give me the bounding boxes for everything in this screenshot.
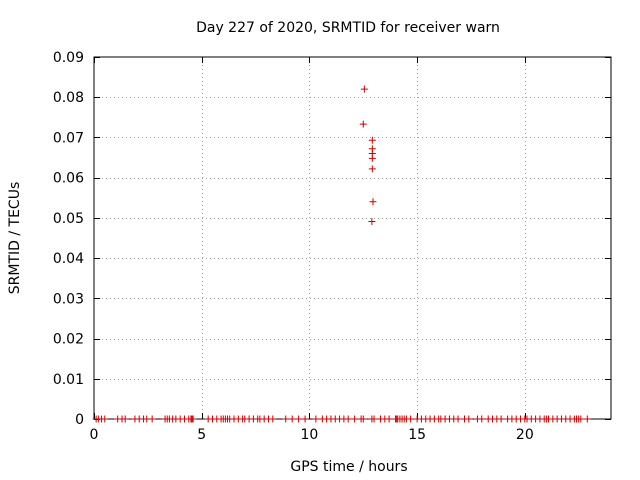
data-point (359, 415, 367, 423)
y-axis-label: SRMTID / TECUs (7, 182, 23, 295)
data-point (577, 415, 585, 423)
data-point (583, 415, 591, 423)
data-point (148, 415, 156, 423)
y-tick-label: 0.03 (53, 291, 84, 307)
data-point (368, 136, 376, 144)
data-point (497, 415, 505, 423)
data-point (295, 415, 303, 423)
data-point (101, 415, 109, 423)
y-tick-label: 0 (75, 412, 84, 428)
y-tick-label: 0.06 (53, 171, 84, 187)
y-axis: 0 0.01 0.02 0.03 0.04 0.05 0.06 0.07 0.08 0.09 (53, 50, 611, 428)
data-point (454, 415, 462, 423)
x-tick-label: 0 (90, 427, 99, 443)
data-point (282, 415, 290, 423)
data-series (92, 85, 591, 423)
data-point (370, 415, 378, 423)
y-tick-label: 0.09 (53, 50, 84, 66)
data-point (385, 415, 393, 423)
data-point (344, 415, 352, 423)
plot-frame (93, 56, 612, 420)
x-axis-label: GPS time / hours (290, 459, 407, 475)
y-tick-label: 0.05 (53, 211, 84, 227)
y-tick-label: 0.08 (53, 90, 84, 106)
data-point (121, 415, 129, 423)
data-point (359, 120, 367, 128)
data-point (288, 415, 296, 423)
data-point (360, 85, 368, 93)
data-point (465, 415, 473, 423)
y-tick-label: 0.02 (53, 332, 84, 348)
chart-title: Day 227 of 2020, SRMTID for receiver war… (196, 20, 500, 36)
data-point (369, 198, 377, 206)
data-point (301, 415, 309, 423)
data-point (269, 415, 277, 423)
y-tick-label: 0.01 (53, 372, 84, 388)
x-tick-label: 10 (301, 427, 319, 443)
data-point (351, 415, 359, 423)
x-tick-label: 5 (197, 427, 206, 443)
data-point (478, 415, 486, 423)
x-axis: 0 5 10 15 20 (90, 57, 534, 443)
grid (94, 57, 611, 419)
data-point (189, 415, 197, 423)
data-point (368, 165, 376, 173)
data-point (368, 154, 376, 162)
data-point (368, 218, 376, 226)
x-tick-label: 15 (408, 427, 426, 443)
y-tick-label: 0.04 (53, 251, 84, 267)
x-tick-label: 20 (516, 427, 534, 443)
data-point (407, 415, 415, 423)
y-tick-label: 0.07 (53, 130, 84, 146)
data-point (312, 415, 320, 423)
